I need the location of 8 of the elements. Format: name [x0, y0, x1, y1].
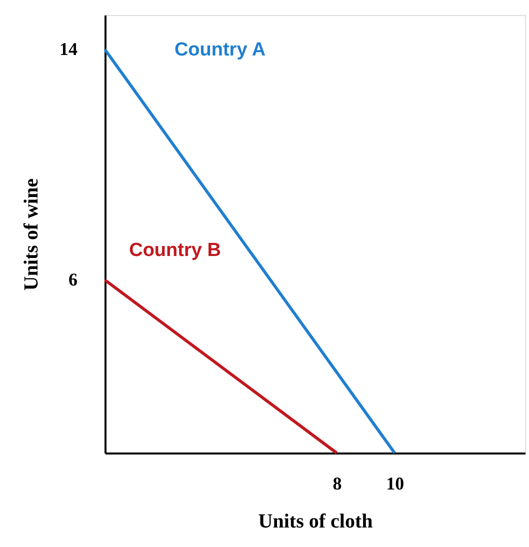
y-tick-label: 14: [60, 39, 78, 60]
x-tick-label: 8: [332, 474, 342, 494]
x-tick-label: 10: [386, 474, 404, 494]
x-axis-title: Units of cloth: [258, 510, 373, 532]
y-axis-title: Units of wine: [20, 178, 42, 291]
text: Country A: [174, 40, 266, 61]
y-tick-label: 6: [68, 270, 78, 290]
series-label: Country B: [129, 240, 221, 262]
